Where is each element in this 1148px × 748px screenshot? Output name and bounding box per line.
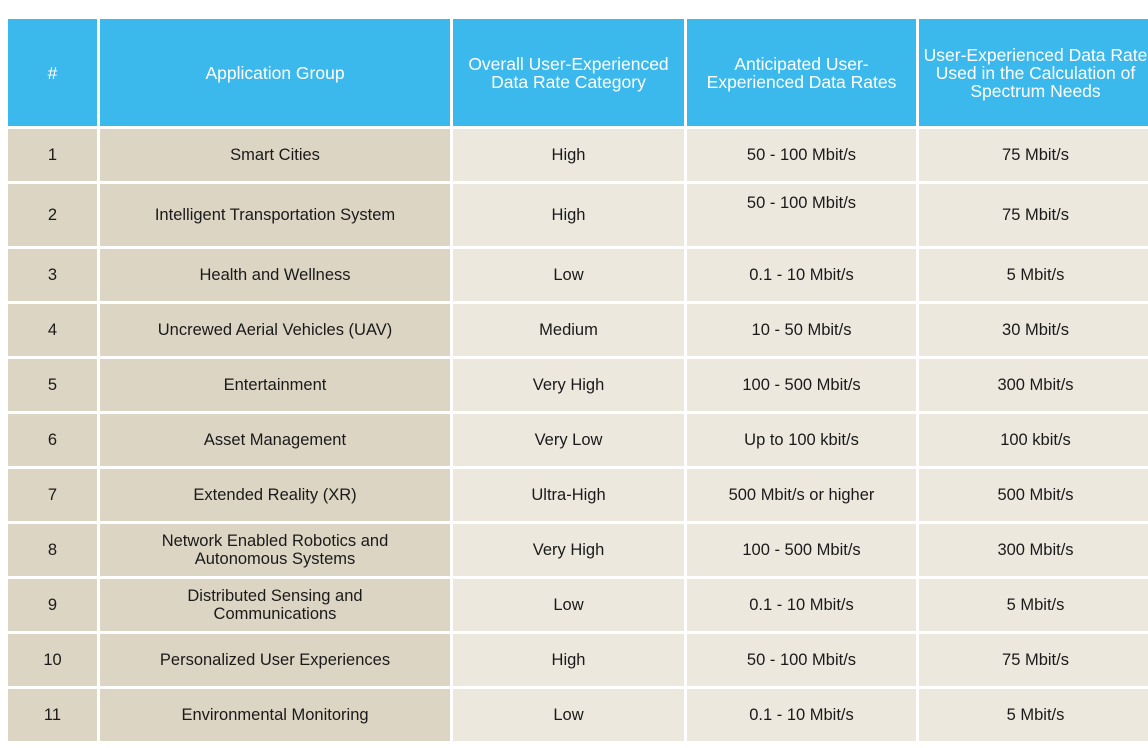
table-header-row: # Application Group Overall User-Experie… <box>8 19 1148 126</box>
rate-category: Low <box>453 249 684 301</box>
rate-used: 5 Mbit/s <box>919 579 1148 631</box>
row-number: 8 <box>8 524 97 576</box>
col-header-application-group: Application Group <box>100 19 450 126</box>
anticipated-rate: 100 - 500 Mbit/s <box>687 359 916 411</box>
rate-category: Low <box>453 689 684 741</box>
rate-category: High <box>453 634 684 686</box>
anticipated-rate: 50 - 100 Mbit/s <box>687 184 916 246</box>
anticipated-rate: 100 - 500 Mbit/s <box>687 524 916 576</box>
rate-used: 75 Mbit/s <box>919 184 1148 246</box>
table-row: 3 Health and Wellness Low 0.1 - 10 Mbit/… <box>8 249 1148 301</box>
anticipated-rate: Up to 100 kbit/s <box>687 414 916 466</box>
row-number: 6 <box>8 414 97 466</box>
row-number: 4 <box>8 304 97 356</box>
rate-used: 5 Mbit/s <box>919 249 1148 301</box>
table-row: 8 Network Enabled Robotics and Autonomou… <box>8 524 1148 576</box>
anticipated-rate: 500 Mbit/s or higher <box>687 469 916 521</box>
rate-used: 75 Mbit/s <box>919 129 1148 181</box>
anticipated-rate: 50 - 100 Mbit/s <box>687 634 916 686</box>
rate-category: Low <box>453 579 684 631</box>
col-header-anticipated-rates: Anticipated User-Experienced Data Rates <box>687 19 916 126</box>
rate-category: Very High <box>453 524 684 576</box>
row-number: 11 <box>8 689 97 741</box>
rate-category: Very Low <box>453 414 684 466</box>
col-header-rate-used: User-Experienced Data Rate Used in the C… <box>919 19 1148 126</box>
application-group: Asset Management <box>100 414 450 466</box>
rate-category: Very High <box>453 359 684 411</box>
table-row: 6 Asset Management Very Low Up to 100 kb… <box>8 414 1148 466</box>
application-group: Health and Wellness <box>100 249 450 301</box>
table-row: 5 Entertainment Very High 100 - 500 Mbit… <box>8 359 1148 411</box>
anticipated-rate: 50 - 100 Mbit/s <box>687 129 916 181</box>
row-number: 2 <box>8 184 97 246</box>
row-number: 10 <box>8 634 97 686</box>
rate-used: 300 Mbit/s <box>919 359 1148 411</box>
table-row: 9 Distributed Sensing and Communications… <box>8 579 1148 631</box>
rate-used: 75 Mbit/s <box>919 634 1148 686</box>
table-row: 2 Intelligent Transportation System High… <box>8 184 1148 246</box>
application-group: Personalized User Experiences <box>100 634 450 686</box>
anticipated-rate: 0.1 - 10 Mbit/s <box>687 579 916 631</box>
table-row: 1 Smart Cities High 50 - 100 Mbit/s 75 M… <box>8 129 1148 181</box>
table-row: 7 Extended Reality (XR) Ultra-High 500 M… <box>8 469 1148 521</box>
application-group: Distributed Sensing and Communications <box>100 579 450 631</box>
application-group: Uncrewed Aerial Vehicles (UAV) <box>100 304 450 356</box>
table-row: 4 Uncrewed Aerial Vehicles (UAV) Medium … <box>8 304 1148 356</box>
spectrum-data-rate-table: # Application Group Overall User-Experie… <box>5 16 1148 744</box>
application-group: Network Enabled Robotics and Autonomous … <box>100 524 450 576</box>
rate-used: 5 Mbit/s <box>919 689 1148 741</box>
anticipated-rate: 0.1 - 10 Mbit/s <box>687 689 916 741</box>
rate-used: 300 Mbit/s <box>919 524 1148 576</box>
col-header-rate-category: Overall User-Experienced Data Rate Categ… <box>453 19 684 126</box>
rate-used: 500 Mbit/s <box>919 469 1148 521</box>
row-number: 5 <box>8 359 97 411</box>
rate-category: Medium <box>453 304 684 356</box>
row-number: 7 <box>8 469 97 521</box>
application-group: Environmental Monitoring <box>100 689 450 741</box>
row-number: 9 <box>8 579 97 631</box>
row-number: 1 <box>8 129 97 181</box>
rate-category: High <box>453 129 684 181</box>
anticipated-rate: 0.1 - 10 Mbit/s <box>687 249 916 301</box>
rate-category: Ultra-High <box>453 469 684 521</box>
col-header-number: # <box>8 19 97 126</box>
application-group: Smart Cities <box>100 129 450 181</box>
anticipated-rate: 10 - 50 Mbit/s <box>687 304 916 356</box>
rate-used: 30 Mbit/s <box>919 304 1148 356</box>
application-group: Entertainment <box>100 359 450 411</box>
rate-category: High <box>453 184 684 246</box>
rate-used: 100 kbit/s <box>919 414 1148 466</box>
table-row: 10 Personalized User Experiences High 50… <box>8 634 1148 686</box>
table-row: 11 Environmental Monitoring Low 0.1 - 10… <box>8 689 1148 741</box>
application-group: Extended Reality (XR) <box>100 469 450 521</box>
application-group: Intelligent Transportation System <box>100 184 450 246</box>
row-number: 3 <box>8 249 97 301</box>
